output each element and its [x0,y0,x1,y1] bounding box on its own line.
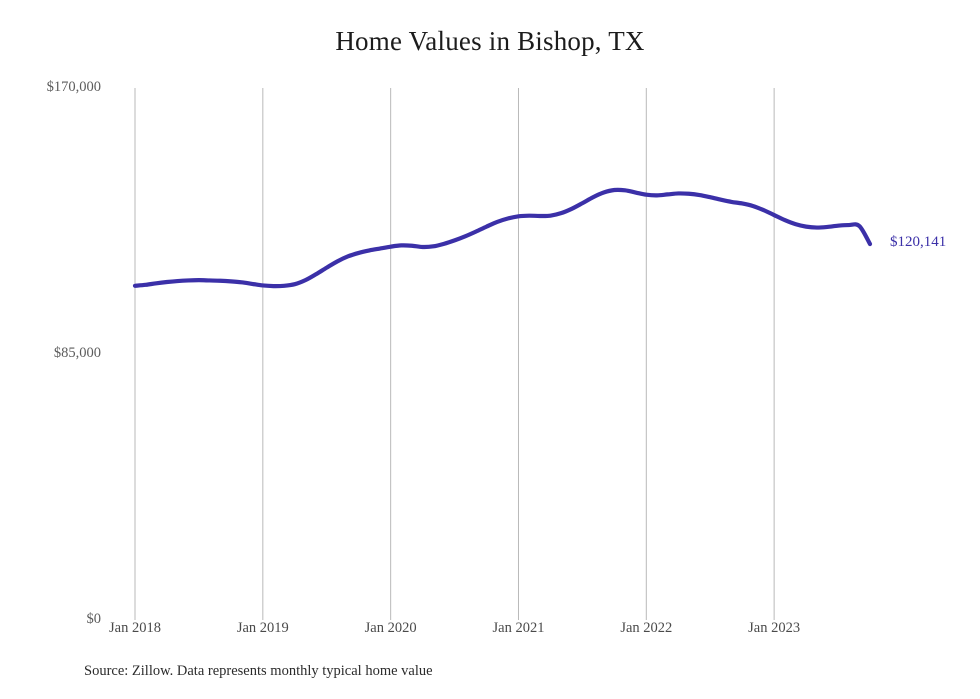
source-note: Source: Zillow. Data represents monthly … [84,663,433,679]
y-axis-tick-label-middle: $85,000 [53,345,101,361]
end-value-annotation: $120,141 [890,234,947,251]
y-axis-tick-label-zero: $0 [86,611,102,627]
x-axis-tick-label: Jan 2019 [236,620,289,636]
x-axis-tick-label: Jan 2021 [492,620,545,636]
chart-title: Home Values in Bishop, TX [335,26,645,56]
gridlines-group [134,88,775,620]
x-axis-tick-label: Jan 2022 [620,620,673,636]
x-axis-tick-label: Jan 2018 [109,620,161,636]
x-axis-tick-label: Jan 2020 [364,620,417,636]
x-axis-tick-label: Jan 2023 [748,620,801,636]
data-line-series [132,187,873,289]
y-axis-tick-label-top: $170,000 [46,79,101,95]
